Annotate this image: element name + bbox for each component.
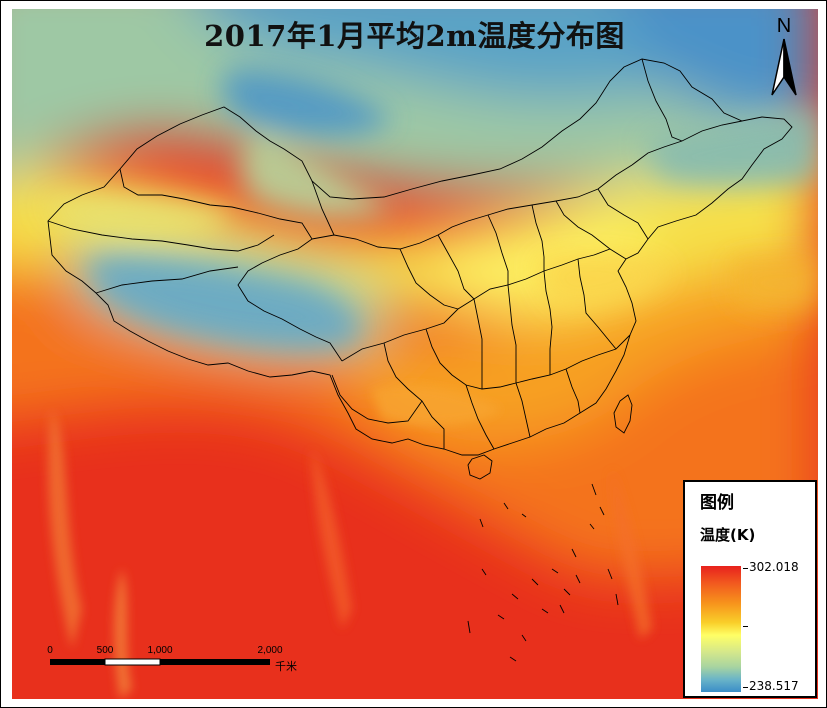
- scale-tick-2000: 2,000: [257, 645, 283, 656]
- north-label: N: [776, 15, 792, 37]
- legend-min-value: 238.517: [749, 679, 799, 693]
- temperature-map: [12, 9, 818, 699]
- legend-max-value: 302.018: [749, 560, 799, 574]
- scale-bar-graphic: [50, 658, 270, 666]
- legend: 图例 温度(K) 302.018 238.517: [683, 480, 817, 698]
- map-title: 2017年1月平均2m温度分布图: [204, 19, 625, 53]
- north-arrow-icon: [771, 38, 797, 96]
- legend-tick-max: [743, 568, 748, 569]
- legend-subtitle: 温度(K): [700, 526, 756, 544]
- province-boundaries: [47, 58, 793, 662]
- scale-unit: 千米: [275, 661, 297, 673]
- scale-tick-0: 0: [47, 645, 53, 656]
- scale-tick-500: 500: [96, 645, 114, 656]
- legend-tick-mid: [743, 626, 748, 627]
- scale-bar: 0 500 1,000 2,000 千米: [45, 641, 315, 675]
- legend-tick-min: [743, 687, 748, 688]
- legend-title: 图例: [700, 493, 734, 513]
- north-arrow: N: [764, 15, 804, 101]
- legend-color-ramp: [701, 566, 741, 692]
- scale-tick-1000: 1,000: [147, 645, 173, 656]
- temperature-raster: [12, 9, 818, 699]
